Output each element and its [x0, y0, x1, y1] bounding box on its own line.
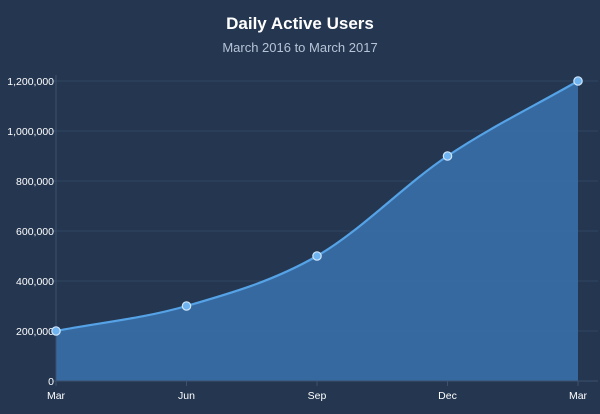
x-tick-label: Sep — [308, 390, 327, 402]
y-tick-label: 800,000 — [16, 176, 54, 188]
data-points — [51, 76, 583, 336]
data-point — [181, 301, 192, 311]
y-tick-label: 0 — [48, 376, 54, 388]
x-tick-label: Jun — [178, 390, 195, 402]
chart-subtitle: March 2016 to March 2017 — [222, 40, 378, 55]
y-tick-label: 1,000,000 — [7, 126, 54, 138]
data-point — [51, 326, 61, 336]
x-tick-label: Dec — [438, 390, 457, 402]
data-point — [573, 76, 583, 86]
y-tick-label: 400,000 — [16, 276, 54, 288]
y-tick-label: 200,000 — [16, 326, 54, 338]
chart-title: Daily Active Users — [226, 14, 374, 33]
data-point — [312, 251, 322, 261]
x-axis-ticks: Mar Jun Sep Dec Mar — [47, 390, 588, 402]
x-tick-label: Mar — [47, 390, 66, 402]
data-point — [442, 151, 453, 161]
y-axis-ticks: 0 200,000 400,000 600,000 800,000 1,000,000 1,… — [7, 76, 54, 388]
x-tick-label: Mar — [569, 390, 588, 402]
y-tick-label: 1,200,000 — [7, 76, 54, 88]
y-tick-label: 600,000 — [16, 226, 54, 238]
